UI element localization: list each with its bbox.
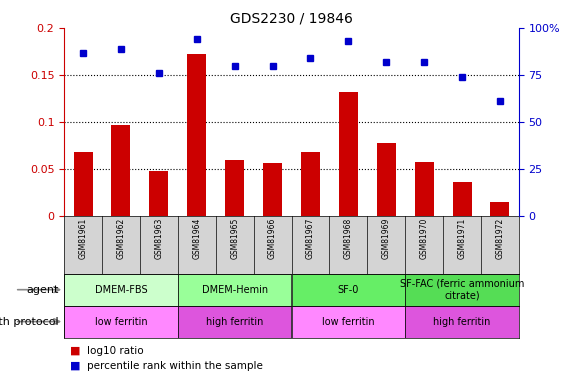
Bar bbox=[301, 152, 320, 216]
Text: growth protocol: growth protocol bbox=[0, 316, 58, 327]
Text: ■: ■ bbox=[70, 346, 80, 355]
Text: high ferritin: high ferritin bbox=[433, 316, 491, 327]
Text: log10 ratio: log10 ratio bbox=[87, 346, 144, 355]
Text: DMEM-FBS: DMEM-FBS bbox=[94, 285, 147, 295]
Bar bbox=[452, 182, 472, 216]
Text: GSM81968: GSM81968 bbox=[344, 217, 353, 259]
Text: DMEM-Hemin: DMEM-Hemin bbox=[202, 285, 268, 295]
Bar bbox=[73, 152, 93, 216]
Text: low ferritin: low ferritin bbox=[322, 316, 375, 327]
Text: SF-FAC (ferric ammonium
citrate): SF-FAC (ferric ammonium citrate) bbox=[400, 279, 524, 300]
Bar bbox=[111, 124, 131, 216]
Bar bbox=[178, 306, 292, 338]
Text: GSM81966: GSM81966 bbox=[268, 217, 277, 259]
Bar bbox=[263, 163, 282, 216]
Bar bbox=[292, 306, 405, 338]
Bar bbox=[225, 160, 244, 216]
Text: high ferritin: high ferritin bbox=[206, 316, 264, 327]
Text: GSM81970: GSM81970 bbox=[420, 217, 429, 259]
Text: GSM81962: GSM81962 bbox=[117, 217, 125, 259]
Bar bbox=[64, 306, 178, 338]
Text: GSM81963: GSM81963 bbox=[154, 217, 163, 259]
Text: low ferritin: low ferritin bbox=[94, 316, 147, 327]
Bar bbox=[292, 274, 405, 306]
Text: GSM81965: GSM81965 bbox=[230, 217, 239, 259]
Bar bbox=[405, 274, 519, 306]
Bar bbox=[339, 92, 358, 216]
Text: GSM81967: GSM81967 bbox=[306, 217, 315, 259]
Bar bbox=[377, 142, 396, 216]
Text: GSM81972: GSM81972 bbox=[496, 217, 504, 259]
Text: GSM81964: GSM81964 bbox=[192, 217, 201, 259]
Bar bbox=[178, 274, 292, 306]
Bar bbox=[187, 54, 206, 216]
Text: agent: agent bbox=[26, 285, 58, 295]
Text: GSM81971: GSM81971 bbox=[458, 217, 466, 259]
Bar bbox=[415, 162, 434, 216]
Bar bbox=[490, 202, 510, 216]
Title: GDS2230 / 19846: GDS2230 / 19846 bbox=[230, 12, 353, 26]
Bar bbox=[149, 171, 168, 216]
Text: percentile rank within the sample: percentile rank within the sample bbox=[87, 361, 264, 370]
Bar bbox=[405, 306, 519, 338]
Text: GSM81969: GSM81969 bbox=[382, 217, 391, 259]
Text: ■: ■ bbox=[70, 361, 80, 370]
Text: GSM81961: GSM81961 bbox=[79, 217, 87, 259]
Text: SF-0: SF-0 bbox=[338, 285, 359, 295]
Bar bbox=[64, 274, 178, 306]
